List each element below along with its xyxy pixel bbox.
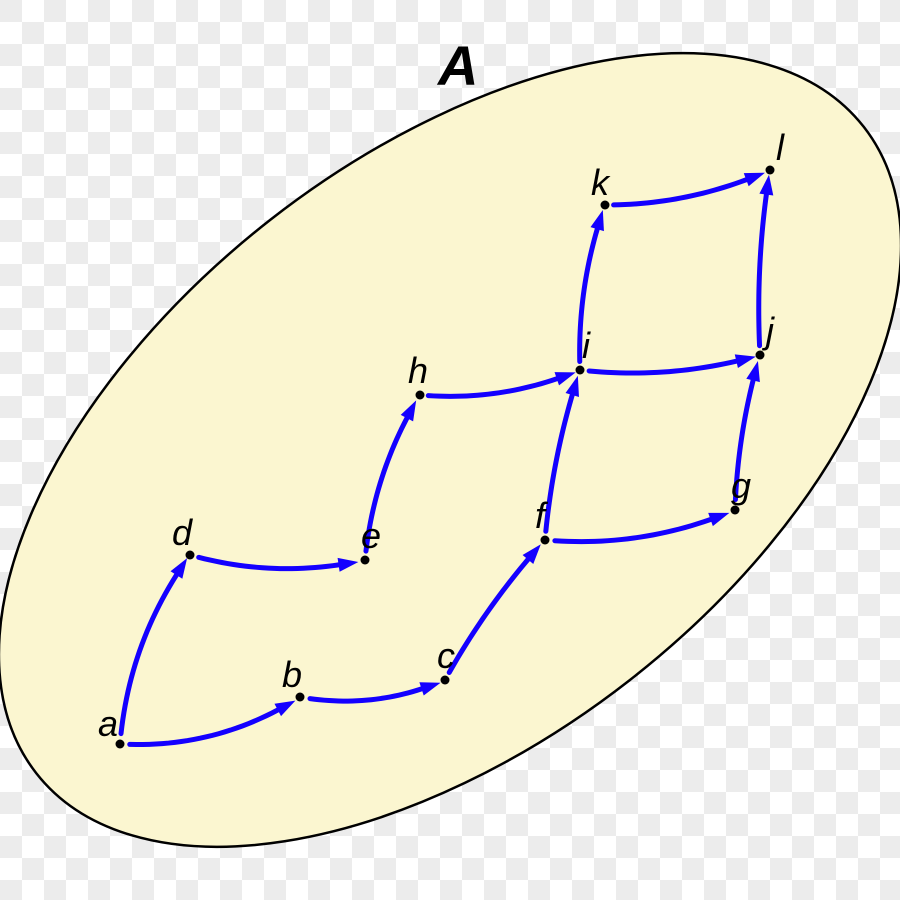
node-e-label: e <box>361 515 381 556</box>
node-k-label: k <box>591 162 611 203</box>
node-g-dot <box>731 506 740 515</box>
diagram-canvas: Aabcdefghijkl <box>0 0 900 900</box>
node-i-dot <box>576 366 585 375</box>
node-e-dot <box>361 556 370 565</box>
node-c-label: c <box>437 635 455 676</box>
node-d-label: d <box>172 512 193 553</box>
node-h-label: h <box>408 350 428 391</box>
node-c-dot <box>441 676 450 685</box>
node-f-dot <box>541 536 550 545</box>
set-label: A <box>436 34 478 97</box>
node-h-dot <box>416 391 425 400</box>
node-j-dot <box>756 351 765 360</box>
node-a-label: a <box>98 703 118 744</box>
node-g-label: g <box>731 465 751 506</box>
node-b-label: b <box>282 654 302 695</box>
node-l-dot <box>766 166 775 175</box>
node-i-label: i <box>582 325 591 366</box>
node-l-label: l <box>776 127 785 168</box>
